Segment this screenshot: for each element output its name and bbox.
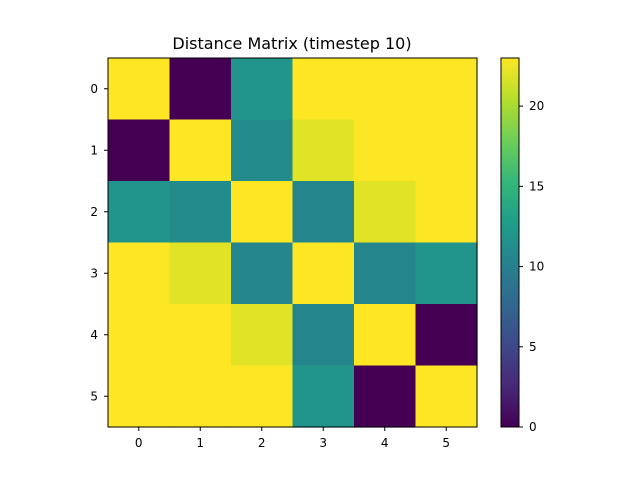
heatmap-cell <box>169 58 232 121</box>
heatmap-cell <box>108 119 171 182</box>
x-tick-label: 4 <box>381 436 389 450</box>
colorbar-tick-label: 5 <box>529 340 537 354</box>
heatmap-cell <box>108 181 171 244</box>
colorbar-tick-label: 15 <box>529 179 544 193</box>
heatmap-cell <box>292 242 355 305</box>
heatmap-cell <box>292 365 355 428</box>
heatmap-cell <box>415 365 478 428</box>
colorbar-ticks: 0 5 10 15 20 <box>519 99 544 434</box>
heatmap-cell <box>169 304 232 367</box>
x-tick-label: 3 <box>319 436 327 450</box>
heatmap-cell <box>415 181 478 244</box>
y-axis-ticks: 0 1 2 3 4 5 <box>90 82 108 403</box>
x-axis-ticks: 0 1 2 3 4 5 <box>135 427 450 450</box>
plot-frame <box>107 57 478 428</box>
y-tick-label: 5 <box>90 389 98 403</box>
heatmap-cell <box>292 304 355 367</box>
heatmap-cell <box>354 181 417 244</box>
heatmap-cell <box>231 365 294 428</box>
heatmap-cell <box>169 119 232 182</box>
heatmap-cells <box>108 58 478 428</box>
heatmap-cell <box>108 242 171 305</box>
y-tick-label: 1 <box>90 143 98 157</box>
heatmap-cell <box>415 304 478 367</box>
x-tick-label: 1 <box>196 436 204 450</box>
heatmap-cell <box>354 304 417 367</box>
heatmap-cell <box>354 119 417 182</box>
heatmap-cell <box>231 58 294 121</box>
colorbar <box>500 57 520 428</box>
heatmap-cell <box>292 181 355 244</box>
x-tick-label: 0 <box>135 436 143 450</box>
colorbar-tick-label: 10 <box>529 260 544 274</box>
heatmap-cell <box>169 365 232 428</box>
heatmap-cell <box>231 242 294 305</box>
y-tick-label: 3 <box>90 266 98 280</box>
heatmap-cell <box>354 242 417 305</box>
colorbar-tick-label: 20 <box>529 99 544 113</box>
x-tick-label: 2 <box>258 436 266 450</box>
heatmap-cell <box>354 58 417 121</box>
heatmap-cell <box>231 119 294 182</box>
heatmap-cell <box>108 365 171 428</box>
heatmap-cell <box>169 242 232 305</box>
heatmap-cell <box>415 119 478 182</box>
heatmap-cell <box>169 181 232 244</box>
x-tick-label: 5 <box>442 436 450 450</box>
colorbar-tick-label: 0 <box>529 420 537 434</box>
chart-title: Distance Matrix (timestep 10) <box>172 34 411 53</box>
heatmap-cell <box>108 58 171 121</box>
heatmap-cell <box>231 181 294 244</box>
heatmap-cell <box>354 365 417 428</box>
y-tick-label: 2 <box>90 205 98 219</box>
heatmap-cell <box>415 58 478 121</box>
y-tick-label: 4 <box>90 328 98 342</box>
heatmap-cell <box>292 58 355 121</box>
heatmap-cell <box>108 304 171 367</box>
heatmap-cell <box>231 304 294 367</box>
heatmap-cell <box>415 242 478 305</box>
heatmap-cell <box>292 119 355 182</box>
y-tick-label: 0 <box>90 82 98 96</box>
